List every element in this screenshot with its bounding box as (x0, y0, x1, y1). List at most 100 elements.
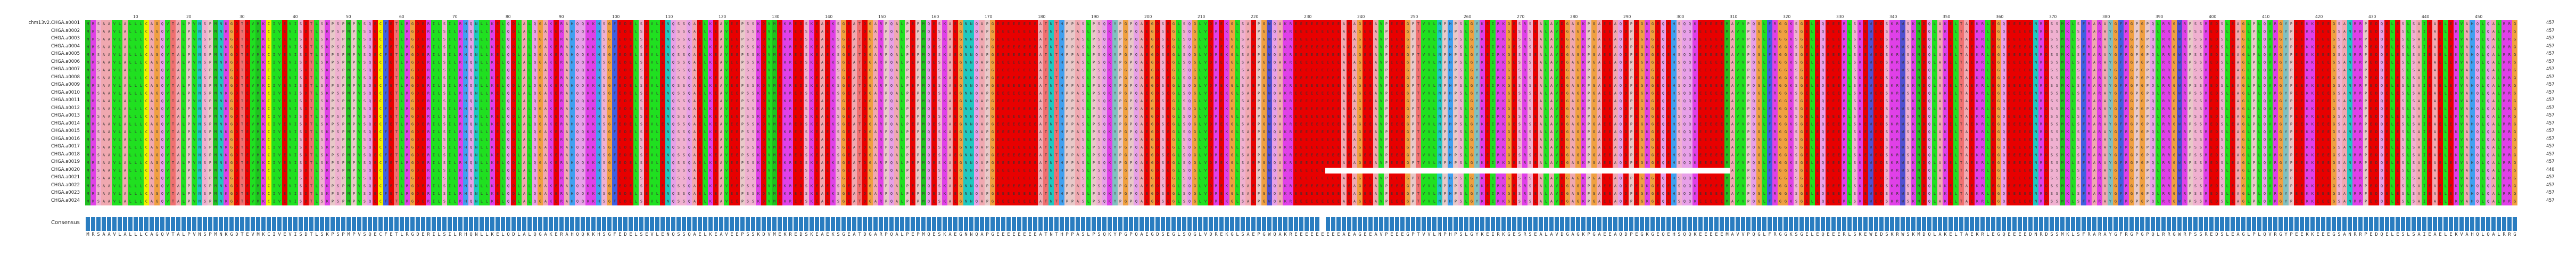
consensus-residue: A (820, 232, 825, 237)
consensus-residue: A (1937, 232, 1943, 237)
consensus-bar (1959, 217, 1963, 231)
consensus-residue: L (1176, 232, 1182, 237)
consensus-bar (1454, 217, 1458, 231)
sequence-name[interactable]: CHGA.a0010 (51, 90, 80, 95)
consensus-residue: I (293, 232, 298, 237)
consensus-bar (2401, 217, 2405, 231)
consensus-residue: A (852, 232, 857, 237)
consensus-residue: L (2257, 232, 2262, 237)
consensus-bar (666, 217, 670, 231)
consensus-residue: S (1905, 232, 1911, 237)
sequence-name[interactable]: CHGA.a0019 (51, 159, 80, 164)
consensus-residue: G (2512, 232, 2517, 237)
sequence-name[interactable]: CHGA.a0022 (51, 183, 80, 188)
consensus-residue: K (782, 232, 788, 237)
sequence-name[interactable]: CHGA.a0014 (51, 121, 80, 126)
consensus-bar (1033, 217, 1037, 231)
consensus-residue: P (2251, 232, 2257, 237)
ruler-tick: 370 (2049, 14, 2057, 19)
consensus-bar (517, 217, 521, 231)
consensus-residue: E (1304, 232, 1309, 237)
sequence-name[interactable]: CHGA.a0013 (51, 113, 80, 118)
consensus-bar (1193, 217, 1197, 231)
consensus-bar (235, 217, 239, 231)
sequence-name[interactable]: CHGA.a0018 (51, 152, 80, 157)
sequence-name[interactable]: CHGA.a0002 (51, 28, 80, 34)
consensus-bar (969, 217, 973, 231)
consensus-bar (2433, 217, 2437, 231)
consensus-residue: E (1655, 232, 1661, 237)
consensus-residue: L (2225, 232, 2230, 237)
alignment-column (90, 20, 96, 205)
consensus-bar (2321, 217, 2325, 231)
sequence-name[interactable]: CHGA.a0011 (51, 97, 80, 103)
consensus-residue: E (1006, 232, 1011, 237)
consensus-bar (879, 217, 883, 231)
sequence-name[interactable]: CHGA.a0005 (51, 51, 80, 56)
consensus-bar (1954, 217, 1958, 231)
consensus-bar (1273, 217, 1277, 231)
sequence-name[interactable]: CHGA.a0021 (51, 175, 80, 180)
consensus-bar (1145, 217, 1149, 231)
consensus-residue: S (2336, 232, 2342, 237)
sequence-name[interactable]: CHGA.a0015 (51, 128, 80, 134)
consensus-bar (2071, 217, 2075, 231)
consensus-residue: M (1916, 232, 1921, 237)
ruler-tick: 150 (878, 14, 886, 19)
consensus-bar (2231, 217, 2235, 231)
consensus-residue: A (947, 232, 953, 237)
consensus-residue: D (1155, 232, 1160, 237)
sequence-name[interactable]: CHGA.a0017 (51, 144, 80, 149)
consensus-residue: P (740, 232, 745, 237)
alignment-column (287, 20, 293, 205)
consensus-bar (682, 217, 686, 231)
sequence-name[interactable]: CHGA.a0020 (51, 167, 80, 172)
sequence-name[interactable]: CHGA.a0006 (51, 59, 80, 64)
consensus-bar (1922, 217, 1926, 231)
consensus-residue: E (1027, 232, 1033, 237)
consensus-bar (1608, 217, 1612, 231)
consensus-bar (889, 217, 894, 231)
consensus-residue: E (1363, 232, 1368, 237)
consensus-bar (304, 217, 308, 231)
ruler-tick: 180 (1038, 14, 1045, 19)
consensus-bar (1906, 217, 1910, 231)
consensus-residue: Q (532, 232, 538, 237)
sequence-name[interactable]: CHGA.a0004 (51, 44, 80, 49)
consensus-residue: L (1762, 232, 1767, 237)
consensus-residue: E (617, 232, 623, 237)
consensus-residue: G (1799, 232, 1804, 237)
sequence-name[interactable]: CHGA.a0003 (51, 36, 80, 41)
sequence-name[interactable]: CHGA.a0016 (51, 136, 80, 142)
consensus-bar (208, 217, 212, 231)
sequence-name[interactable]: CHGA.a0009 (51, 82, 80, 87)
consensus-bar (1427, 217, 1431, 231)
consensus-bar (261, 217, 266, 231)
sequence-name[interactable]: CHGA.a0023 (51, 190, 80, 195)
ruler-tick: 280 (1570, 14, 1578, 19)
consensus-residue: S (750, 232, 756, 237)
consensus-bar (586, 217, 590, 231)
consensus-residue: E (2368, 232, 2374, 237)
sequence-name[interactable]: CHGA.a0012 (51, 105, 80, 111)
sequence-name[interactable]: CHGA.a0008 (51, 75, 80, 80)
consensus-bar (2459, 217, 2464, 231)
consensus-bar (1666, 217, 1671, 231)
consensus-residue: S (1794, 232, 1799, 237)
consensus-residue: G (1756, 232, 1762, 237)
consensus-residue: Q (2262, 232, 2267, 237)
sequence-name[interactable]: CHGA.a0024 (51, 198, 80, 203)
sequence-name[interactable]: chm13v2.CHGA.a0001 (29, 20, 80, 26)
sequence-name[interactable]: CHGA.a0007 (51, 67, 80, 72)
consensus-bar (394, 217, 399, 231)
consensus-bar (2183, 217, 2187, 231)
consensus-residue: R (559, 232, 564, 237)
consensus-residue: G (1357, 232, 1363, 237)
consensus-residue: L (133, 232, 138, 237)
consensus-bar (1741, 217, 1745, 231)
